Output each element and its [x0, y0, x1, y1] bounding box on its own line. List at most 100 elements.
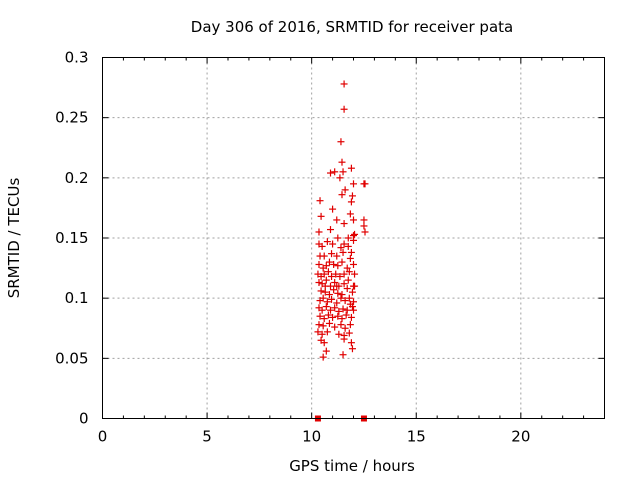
- data-point: [316, 312, 324, 320]
- x-tick-label: 15: [407, 428, 426, 446]
- data-point: [326, 226, 334, 234]
- data-point: [351, 270, 359, 278]
- data-point: [350, 306, 357, 314]
- chart-title: Day 306 of 2016, SRMTID for receiver pat…: [191, 18, 513, 36]
- data-point: [334, 312, 342, 320]
- data-point: [333, 252, 341, 260]
- data-point: [328, 273, 336, 281]
- data-point: [322, 262, 330, 270]
- data-point: [322, 303, 330, 311]
- x-tick-label: 5: [202, 428, 212, 446]
- data-point: [317, 287, 325, 295]
- data-point: [322, 276, 330, 284]
- y-tick-label: 0.05: [55, 349, 88, 367]
- data-point: [334, 289, 342, 297]
- data-point: [334, 262, 342, 270]
- data-point: [348, 345, 356, 353]
- data-point: [344, 242, 352, 250]
- data-point: [321, 282, 329, 290]
- y-tick-label: 0.25: [55, 109, 88, 127]
- data-point: [335, 330, 343, 338]
- data-point: [347, 198, 355, 206]
- y-tick-label: 0: [79, 410, 89, 428]
- data-point: [341, 186, 349, 194]
- data-point: [331, 304, 339, 312]
- data-point: [342, 311, 350, 319]
- data-point: [340, 220, 348, 228]
- data-point: [337, 294, 345, 302]
- x-tick-label: 0: [98, 428, 108, 446]
- data-point: [346, 300, 354, 308]
- data-point: [326, 306, 334, 314]
- data-point: [337, 321, 345, 329]
- data-point: [328, 250, 336, 258]
- data-point: [344, 276, 352, 284]
- data-point: [338, 291, 346, 299]
- data-point: [343, 264, 351, 272]
- data-point: [334, 234, 342, 242]
- data-point: [338, 158, 346, 166]
- data-point: [337, 138, 345, 146]
- data-point: [347, 248, 355, 256]
- data-point: [348, 192, 356, 200]
- data-point: [315, 260, 323, 268]
- data-point: [337, 244, 345, 252]
- data-point: [350, 260, 357, 268]
- data-point: [340, 240, 348, 248]
- data-point: [339, 351, 347, 359]
- data-point: [323, 298, 331, 306]
- data-point: [339, 305, 347, 313]
- data-point: [340, 105, 348, 113]
- data-point: [344, 234, 352, 242]
- data-point: [338, 191, 346, 199]
- data-point: [345, 268, 353, 276]
- data-point: [346, 254, 354, 262]
- data-point: [360, 222, 368, 230]
- data-point: [341, 297, 349, 305]
- data-point: [347, 164, 355, 172]
- data-point: [350, 180, 357, 188]
- data-point: [331, 168, 339, 176]
- plot-frame: [102, 57, 605, 419]
- data-point: [320, 315, 328, 323]
- data-point: [318, 306, 326, 314]
- data-point: [325, 291, 333, 299]
- data-point: [319, 353, 327, 361]
- data-point: [347, 339, 355, 347]
- data-point: [333, 282, 341, 290]
- data-point: [324, 311, 332, 319]
- data-point: [315, 279, 323, 287]
- data-point: [317, 212, 325, 220]
- data-point: [330, 286, 338, 294]
- data-point: [319, 294, 327, 302]
- data-point: [331, 323, 339, 331]
- y-tick-label: 0.1: [65, 289, 89, 307]
- x-tick-label: 20: [511, 428, 530, 446]
- data-point: [320, 252, 328, 260]
- data-point: [328, 295, 336, 303]
- data-point: [340, 335, 348, 343]
- data-point: [318, 330, 326, 338]
- data-point: [315, 321, 323, 329]
- data-point: [361, 180, 369, 188]
- data-point: [345, 329, 353, 337]
- data-point: [323, 328, 331, 336]
- data-point: [339, 248, 347, 256]
- data-point: [336, 174, 344, 182]
- data-point: [316, 197, 324, 205]
- data-point: [338, 315, 346, 323]
- data-point: [340, 270, 348, 278]
- data-point: [351, 282, 359, 290]
- data-point: [314, 328, 322, 336]
- data-point: [329, 313, 337, 321]
- data-point: [340, 80, 348, 88]
- data-point: [347, 313, 355, 321]
- data-point: [335, 307, 343, 315]
- data-point: [319, 322, 327, 330]
- data-point: [350, 232, 357, 240]
- data-point: [333, 216, 341, 224]
- data-point: [339, 168, 347, 176]
- data-point: [346, 321, 354, 329]
- data-point: [329, 205, 337, 213]
